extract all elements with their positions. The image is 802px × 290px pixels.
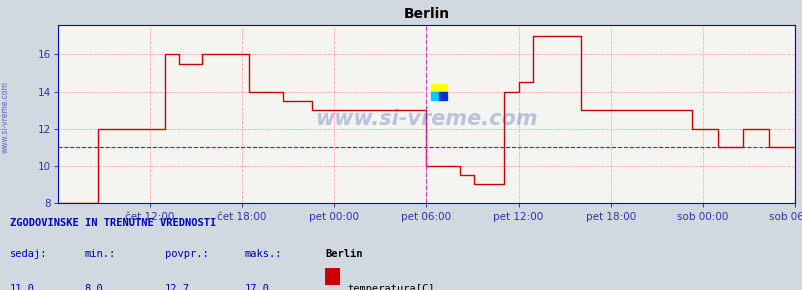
Text: temperatura[C]: temperatura[C] (346, 284, 434, 290)
Text: min.:: min.: (84, 249, 115, 259)
Bar (325, 268, 339, 285)
Text: www.si-vreme.com: www.si-vreme.com (1, 81, 10, 153)
Text: sedaj:: sedaj: (10, 249, 47, 259)
Bar (431, 93, 439, 100)
Text: 8,0: 8,0 (84, 284, 103, 290)
Title: Berlin: Berlin (403, 7, 449, 21)
Bar (431, 84, 447, 93)
Bar (439, 93, 447, 100)
Text: maks.:: maks.: (245, 249, 282, 259)
Text: Berlin: Berlin (325, 249, 363, 259)
Text: povpr.:: povpr.: (164, 249, 208, 259)
Text: 17,0: 17,0 (245, 284, 269, 290)
Text: www.si-vreme.com: www.si-vreme.com (314, 109, 537, 129)
Text: ZGODOVINSKE IN TRENUTNE VREDNOSTI: ZGODOVINSKE IN TRENUTNE VREDNOSTI (10, 218, 216, 228)
Text: 11,0: 11,0 (10, 284, 34, 290)
Text: 12,7: 12,7 (164, 284, 189, 290)
